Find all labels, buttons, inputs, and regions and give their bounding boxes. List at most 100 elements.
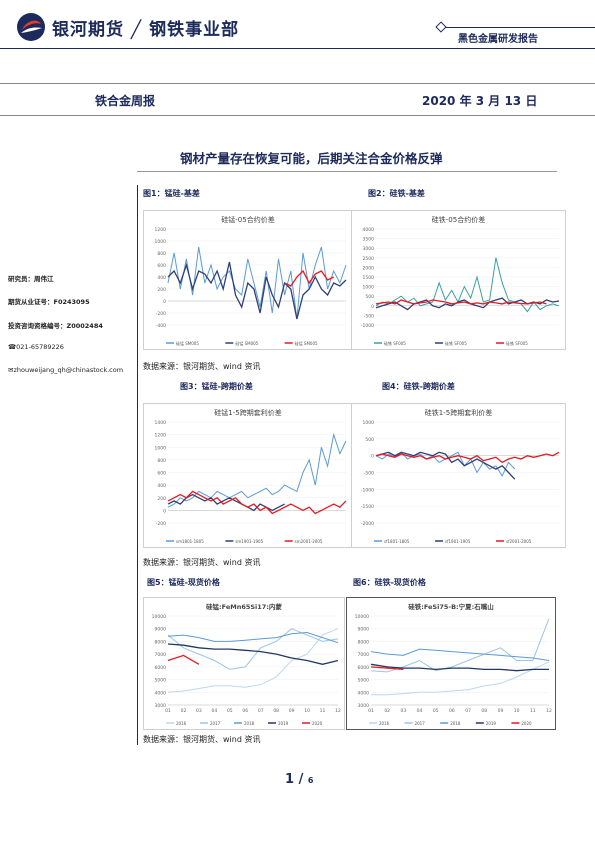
legend-label: sf1901-1905 [445, 539, 471, 544]
y-tick-label: 7000 [358, 652, 370, 658]
y-tick-label: 1000 [155, 239, 167, 245]
series-line-4 [370, 666, 404, 671]
y-tick-label: -200 [156, 311, 166, 317]
y-tick-label: 200 [157, 287, 166, 293]
legend-label: 2018 [450, 721, 461, 726]
y-tick-label: 500 [365, 294, 374, 300]
y-tick-label: 1500 [363, 275, 375, 281]
legend-label: 2020 [521, 721, 532, 726]
x-tick-label: 11 [530, 708, 536, 714]
y-tick-label: 0 [371, 304, 374, 310]
legend-label: 硅铁 SF005 [384, 340, 406, 346]
y-tick-label: 1400 [155, 420, 167, 426]
data-source-2: 数据来源：银河期货、wind 资讯 [143, 558, 261, 567]
legend-label: 2016 [379, 721, 390, 726]
x-tick-label: 12 [335, 708, 341, 714]
y-tick-label: 800 [157, 458, 166, 464]
y-tick-label: 600 [157, 263, 166, 269]
y-tick-label: 4000 [363, 227, 375, 233]
report-date: 2020 年 3 月 13 日 [422, 94, 538, 108]
series-line-4 [167, 654, 200, 665]
x-tick-label: 02 [384, 708, 390, 714]
legend-label: 硅铁 SF005 [445, 340, 467, 346]
x-tick-label: 12 [546, 708, 552, 714]
legend-label: 2019 [278, 721, 289, 726]
series-line-2 [167, 631, 339, 644]
y-tick-label: 7000 [155, 652, 167, 658]
series-line-0 [167, 628, 339, 693]
chart-sf-basis-svg: 硅铁-05合约价差 4000 3500 3000 2500 2000 1500 1000 500… [361, 215, 560, 346]
x-tick-label: 11 [320, 708, 326, 714]
legend-label: 硅铁 SF005 [506, 340, 528, 346]
data-source-3: 数据来源：银河期货、wind 资讯 [143, 735, 261, 744]
page-separator: / [298, 772, 304, 787]
y-tick-label: 1200 [155, 227, 167, 233]
series-line-1 [167, 628, 339, 670]
y-tick-label: 8000 [155, 639, 167, 645]
legend-label: 2018 [244, 721, 255, 726]
chart-sf-basis: 硅铁-05合约价差 4000 3500 3000 2500 2000 1500 1000 500… [351, 210, 566, 350]
analyst-license: 期货从业证号：F0243095 [8, 298, 90, 306]
x-tick-label: 10 [304, 708, 310, 714]
y-tick-label: 0 [371, 454, 374, 460]
y-tick-label: -2000 [361, 521, 374, 527]
fig4-caption: 图4：硅铁-跨期价差 [382, 382, 455, 391]
legend-label: sm1901-1905 [235, 539, 263, 544]
y-tick-label: -1000 [361, 487, 374, 493]
y-tick-label: 10000 [152, 614, 166, 620]
x-tick-label: 09 [498, 708, 504, 714]
x-tick-label: 08 [273, 708, 279, 714]
title-rule [137, 171, 557, 172]
series-line-1 [375, 451, 516, 480]
x-tick-label: 02 [181, 708, 187, 714]
x-tick-label: 06 [242, 708, 248, 714]
y-tick-label: 9000 [155, 627, 167, 633]
y-tick-label: 3500 [363, 237, 375, 243]
y-tick-label: 3000 [155, 703, 167, 709]
y-tick-label: 10000 [355, 614, 369, 620]
y-tick-label: -1000 [361, 323, 374, 329]
brand-name: 银河期货 ╱ 钢铁事业部 [52, 20, 240, 40]
chart-sm-spread: 硅锰1-5跨期套利价差 1400 1200 1000 800 600 400 200 0 -200… [143, 403, 353, 548]
analyst-email[interactable]: ✉zhouweijang_qh@chinastock.com [8, 366, 124, 374]
report-type: 黑色金属研发报告 [458, 34, 538, 45]
legend-label: sf2001-2005 [506, 539, 532, 544]
x-tick-label: 01 [368, 708, 374, 714]
chart-sm-basis: 硅锰-05合约价差 1200 1000 800 600 400 200 0 -200 -400 硅锰… [143, 210, 353, 350]
chart-title: 硅锰1-5跨期套利价差 [214, 408, 281, 417]
y-tick-label: -500 [364, 471, 374, 477]
y-tick-label: 1200 [155, 433, 167, 439]
y-tick-label: 3000 [363, 246, 375, 252]
series-line-2 [375, 299, 547, 305]
chart-title: 硅锰-05合约价差 [221, 215, 274, 224]
y-tick-label: 1000 [363, 420, 375, 426]
analyst-phone: ☎021-65789226 [8, 343, 64, 351]
x-tick-label: 10 [514, 708, 520, 714]
y-tick-label: 6000 [155, 665, 167, 671]
y-tick-label: 5000 [155, 678, 167, 684]
fig2-caption: 图2：硅铁-基差 [368, 189, 425, 198]
page-title: 钢材产量存在恢复可能，后期关注合金价格反弹 [180, 151, 443, 166]
legend-label: 硅锰 SM005 [176, 340, 199, 346]
y-tick-label: 0 [163, 508, 166, 514]
y-tick-label: 1000 [363, 285, 375, 291]
x-tick-label: 01 [165, 708, 171, 714]
chart-sf-spread: 硅铁1-5跨期套利价差 1000 500 0 -500 -1000 -1500 -2000 sf… [351, 403, 566, 548]
fig1-caption: 图1：锰硅-基差 [143, 189, 200, 198]
x-tick-label: 03 [196, 708, 202, 714]
band-top-rule [0, 83, 595, 84]
chart-title: 硅铁-05合约价差 [432, 215, 485, 224]
x-tick-label: 05 [227, 708, 233, 714]
chart-title: 硅锰:FeMn65Si17:内蒙 [206, 602, 282, 611]
y-tick-label: 4000 [155, 690, 167, 696]
chart-sm-spread-svg: 硅锰1-5跨期套利价差 1400 1200 1000 800 600 400 200 0 -200… [155, 408, 347, 544]
chart-title: 硅铁:FeSi75-B:宁夏:石嘴山 [408, 602, 494, 611]
legend-label: 2019 [486, 721, 497, 726]
analyst-name: 研究员：周伟江 [8, 275, 54, 283]
series-line-2 [167, 490, 347, 515]
page-current: 1 [285, 772, 295, 787]
x-tick-label: 09 [289, 708, 295, 714]
y-tick-label: 2500 [363, 256, 375, 262]
y-tick-label: 4000 [358, 690, 370, 696]
legend-label: 2016 [176, 721, 187, 726]
